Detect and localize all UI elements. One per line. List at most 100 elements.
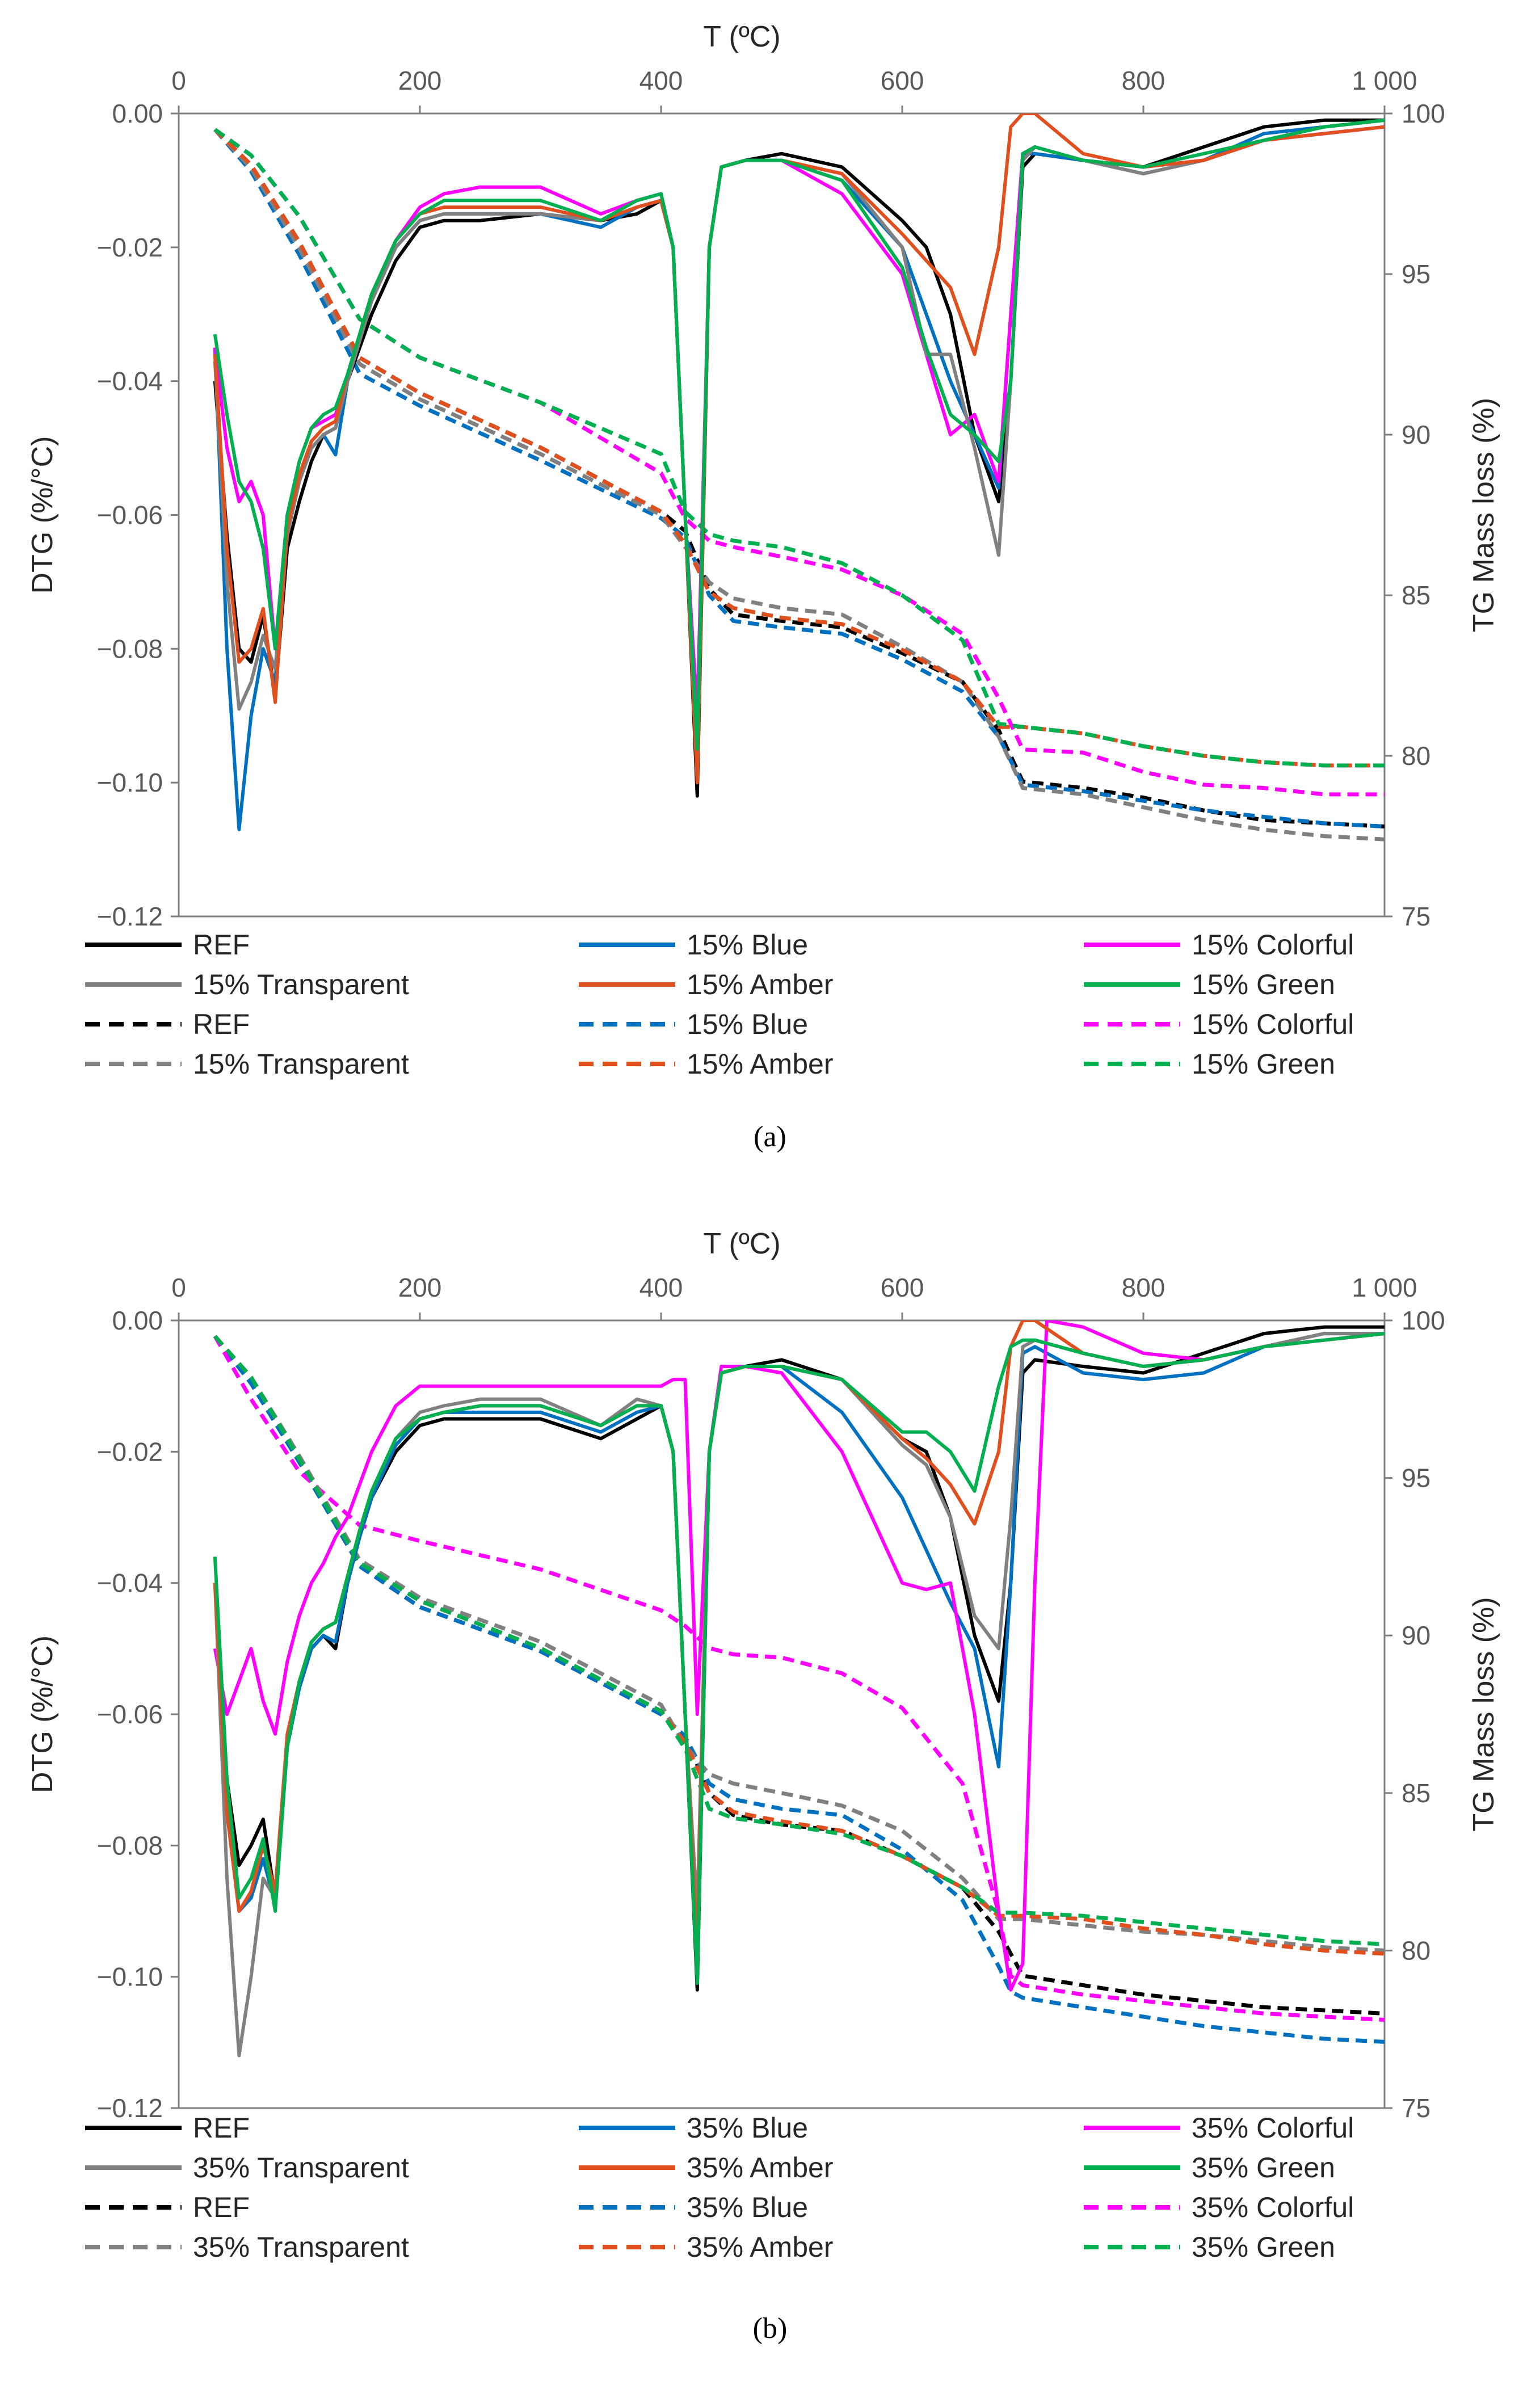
plot-frame <box>178 1319 1386 2109</box>
dtg-series-line <box>213 1320 1385 1992</box>
y-right-tick-label: 100 <box>1402 1306 1445 1335</box>
legend-label: 15% Colorful <box>1192 929 1354 961</box>
dtg-series-line <box>213 118 1385 751</box>
x-tick-label: 600 <box>881 66 924 95</box>
legend-label: REF <box>193 2191 250 2223</box>
legend-label: 15% Amber <box>687 969 833 1000</box>
panel-caption: (a) <box>754 1121 786 1153</box>
x-tick-label: 0 <box>171 1273 186 1302</box>
y-left-tick-label: 0.00 <box>112 99 163 128</box>
plot-frame <box>178 112 1386 918</box>
legend-label: 35% Colorful <box>1192 2112 1354 2144</box>
x-tick-label: 400 <box>639 1273 683 1302</box>
legend-label: 35% Blue <box>687 2191 808 2223</box>
dtg-series-line <box>213 1332 1385 2058</box>
legend-label: 15% Colorful <box>1192 1008 1354 1040</box>
legend-label: 35% Amber <box>687 2231 833 2263</box>
y-right-axis-title: TG Mass loss (%) <box>1467 398 1500 632</box>
plot-area <box>213 1320 1385 2058</box>
y-left-axis-title: DTG (%/°C) <box>26 436 59 594</box>
x-tick-label: 0 <box>171 66 186 95</box>
y-right-axis-title: TG Mass loss (%) <box>1467 1597 1500 1831</box>
tg-series-line <box>213 1335 1385 2016</box>
x-tick-label: 200 <box>398 66 442 95</box>
y-left-tick-label: −0.12 <box>97 902 163 931</box>
legend-label: 35% Green <box>1192 2231 1335 2263</box>
tg-series-line <box>213 1335 1385 1946</box>
legend-label: 35% Colorful <box>1192 2191 1354 2223</box>
y-left-tick-label: −0.02 <box>97 1437 163 1466</box>
y-right-tick-label: 80 <box>1402 1936 1430 1965</box>
x-tick-label: 1 000 <box>1352 66 1417 95</box>
chart-panel-b: 0 200 400 600 800 1 000 T (ºC) 0.00 −0.02 −0.04 −0… <box>26 1227 1500 2345</box>
tg-series-line <box>213 128 1385 797</box>
legend-label: 15% Blue <box>687 929 808 961</box>
legend-label: 15% Amber <box>687 1048 833 1080</box>
y-left-axis-title: DTG (%/°C) <box>26 1635 59 1793</box>
tg-series-line <box>213 1335 1385 2044</box>
y-right-tick-label: 90 <box>1402 420 1430 449</box>
dtg-series-line <box>213 113 1385 785</box>
legend-label: REF <box>193 929 250 961</box>
dtg-series-line <box>213 118 1385 798</box>
dtg-series-line <box>213 1325 1385 1992</box>
y-left-tick-label: −0.04 <box>97 367 163 396</box>
legend-label: REF <box>193 2112 250 2144</box>
y-right-tick-label: 85 <box>1402 580 1430 610</box>
tg-series-line <box>213 1335 1385 2022</box>
legend-label: 35% Green <box>1192 2152 1335 2184</box>
y-left-tick-label: −0.06 <box>97 500 163 530</box>
legend-label: 15% Transparent <box>193 969 409 1000</box>
plot-area <box>213 113 1385 842</box>
tg-series-line <box>213 1335 1385 1956</box>
y-left-tick-label: −0.08 <box>97 634 163 663</box>
tg-series-line <box>213 128 1385 828</box>
y-left-tick-label: −0.06 <box>97 1699 163 1729</box>
legend-label: 15% Transparent <box>193 1048 409 1080</box>
x-axis-title: T (ºC) <box>703 1227 780 1260</box>
x-tick-label: 600 <box>881 1273 924 1302</box>
legend-label: 35% Blue <box>687 2112 808 2144</box>
y-left-tick-label: −0.12 <box>97 2093 163 2123</box>
x-tick-label: 400 <box>639 66 683 95</box>
legend-label: REF <box>193 1008 250 1040</box>
legend-label: 15% Green <box>1192 1048 1335 1080</box>
y-left-tick-label: −0.10 <box>97 1962 163 1992</box>
legend-label: 35% Transparent <box>193 2231 409 2263</box>
panel-caption: (b) <box>753 2312 788 2345</box>
tg-series-line <box>213 128 1385 828</box>
y-right-tick-label: 100 <box>1402 99 1445 128</box>
y-left-tick-label: −0.02 <box>97 233 163 262</box>
dtg-series-line <box>213 1332 1385 1946</box>
legend-label: 15% Green <box>1192 969 1335 1000</box>
y-right-tick-label: 75 <box>1402 2093 1430 2123</box>
x-tick-label: 800 <box>1122 1273 1165 1302</box>
dtg-series-line <box>213 1332 1385 1985</box>
x-tick-label: 200 <box>398 1273 442 1302</box>
tg-series-line <box>213 128 1385 768</box>
y-left-tick-label: −0.04 <box>97 1568 163 1598</box>
dtg-series-line <box>213 125 1385 718</box>
x-tick-label: 800 <box>1122 66 1165 95</box>
x-tick-label: 1 000 <box>1352 1273 1417 1302</box>
y-right-tick-label: 85 <box>1402 1778 1430 1808</box>
y-right-tick-label: 95 <box>1402 1463 1430 1493</box>
tg-series-line <box>213 128 1385 842</box>
x-axis-title: T (ºC) <box>703 20 780 53</box>
tg-series-line <box>213 1335 1385 1953</box>
dtg-series-line <box>213 118 1385 831</box>
y-right-tick-label: 80 <box>1402 741 1430 771</box>
y-right-tick-label: 95 <box>1402 259 1430 289</box>
y-right-tick-label: 90 <box>1402 1621 1430 1650</box>
y-right-tick-label: 75 <box>1402 902 1430 931</box>
legend-label: 15% Blue <box>687 1008 808 1040</box>
legend-label: 35% Amber <box>687 2152 833 2184</box>
chart-panel-a: 0 200 400 600 800 1 000 T (ºC) 0.00 −0.02 −0.04 −0… <box>26 20 1500 1153</box>
dtg-series-line <box>213 118 1385 751</box>
tg-series-line <box>213 128 1385 768</box>
legend-label: 35% Transparent <box>193 2152 409 2184</box>
y-left-tick-label: −0.10 <box>97 768 163 797</box>
y-left-tick-label: 0.00 <box>112 1306 163 1335</box>
y-left-tick-label: −0.08 <box>97 1831 163 1860</box>
